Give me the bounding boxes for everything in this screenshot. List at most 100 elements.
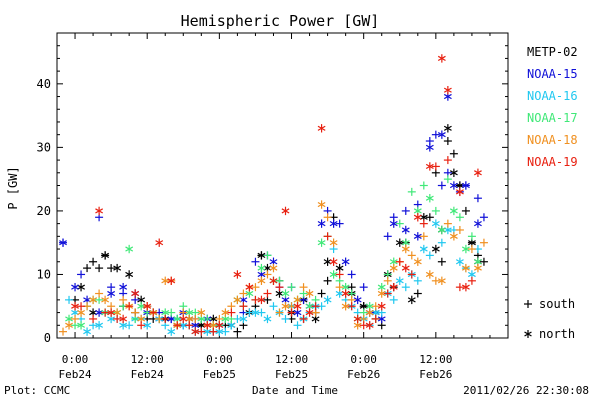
point-north	[119, 314, 128, 324]
legend-entry: METP-02	[527, 45, 578, 59]
x-tick-label-date: Feb26	[419, 368, 452, 381]
point-north	[269, 263, 278, 273]
y-axis-label: P [GW]	[6, 166, 20, 209]
point-north	[437, 225, 446, 235]
point-north	[179, 314, 188, 324]
point-north	[437, 54, 446, 63]
point-south	[395, 257, 404, 266]
legend-entry: NOAA-17	[527, 111, 578, 125]
point-north	[221, 308, 230, 317]
point-north	[401, 263, 410, 273]
point-south	[89, 314, 98, 323]
point-north	[353, 314, 362, 324]
point-south	[185, 321, 194, 330]
point-south	[95, 289, 104, 298]
point-south	[419, 232, 428, 241]
point-north	[239, 314, 248, 324]
point-south	[431, 162, 440, 171]
point-north	[77, 321, 85, 330]
y-tick-label: 10	[37, 267, 51, 281]
point-north	[449, 206, 458, 216]
x-tick-label-date: Feb25	[203, 368, 236, 381]
x-tick-label-time: 0:00	[62, 353, 89, 366]
point-south	[107, 264, 116, 273]
point-south	[239, 289, 248, 298]
point-north	[365, 321, 374, 330]
plot-timestamp: 2011/02/26 22:30:08	[463, 384, 589, 397]
point-south	[407, 187, 416, 196]
point-south	[323, 213, 332, 222]
point-north	[341, 257, 350, 266]
legend-star-symbol	[524, 330, 532, 338]
point-south	[335, 270, 344, 279]
point-north	[407, 295, 416, 305]
point-south	[149, 308, 158, 317]
point-north	[83, 327, 92, 336]
point-north	[305, 308, 314, 317]
point-south	[335, 283, 344, 292]
point-north	[377, 289, 386, 298]
point-north	[431, 219, 440, 228]
point-north	[449, 232, 458, 241]
point-north	[65, 321, 73, 330]
point-north	[107, 308, 116, 317]
point-north	[143, 302, 152, 311]
x-tick-label-date: Feb26	[347, 368, 380, 381]
point-south	[371, 314, 380, 323]
point-south	[281, 314, 290, 323]
point-north	[281, 302, 290, 311]
point-south	[383, 232, 392, 241]
y-tick-label: 30	[37, 140, 51, 154]
point-north	[281, 289, 290, 298]
point-south	[419, 219, 428, 228]
x-tick-label-time: 12:00	[419, 353, 452, 366]
point-north	[167, 327, 176, 336]
point-north	[329, 219, 338, 228]
point-south	[209, 327, 218, 336]
point-south	[401, 283, 410, 292]
point-north	[191, 327, 200, 336]
point-south	[131, 308, 140, 317]
point-south	[479, 213, 488, 222]
point-north	[353, 295, 362, 305]
point-south	[299, 283, 308, 292]
point-south	[311, 302, 320, 311]
point-south	[425, 251, 434, 260]
point-north	[101, 251, 110, 260]
point-north	[125, 244, 134, 254]
point-north	[377, 302, 386, 311]
point-north	[89, 295, 98, 305]
point-north	[431, 244, 440, 254]
point-south	[413, 289, 422, 298]
point-north	[455, 257, 464, 266]
point-south	[77, 302, 86, 311]
point-south	[95, 264, 104, 273]
point-north	[389, 263, 398, 273]
point-south	[251, 283, 260, 292]
point-south	[467, 245, 476, 254]
point-north	[389, 282, 398, 292]
point-south	[437, 257, 446, 266]
point-north	[443, 124, 452, 133]
point-south	[233, 327, 242, 336]
point-north	[269, 276, 278, 286]
point-south	[383, 276, 392, 285]
point-north	[401, 244, 410, 254]
point-south	[419, 181, 428, 190]
point-south	[413, 276, 422, 285]
point-south	[431, 276, 440, 285]
point-north	[107, 289, 116, 298]
point-south	[263, 289, 272, 298]
point-south	[467, 276, 476, 285]
point-south	[173, 321, 182, 330]
point-north	[317, 238, 326, 247]
legend-entry: NOAA-16	[527, 89, 578, 103]
legend-entry: NOAA-15	[527, 67, 578, 81]
point-north	[197, 308, 206, 317]
point-north	[233, 295, 242, 305]
point-north	[257, 263, 266, 273]
point-north	[473, 168, 482, 177]
point-south	[437, 181, 446, 190]
point-north	[71, 302, 79, 311]
